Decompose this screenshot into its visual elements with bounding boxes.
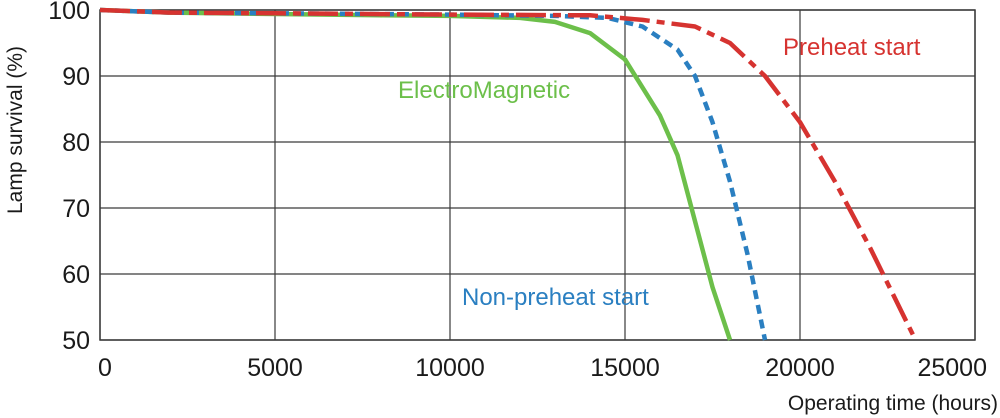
series-line-non-preheat-start bbox=[99, 7, 768, 341]
x-tick-label: 0 bbox=[98, 354, 112, 382]
series-line-electromagnetic bbox=[99, 7, 733, 341]
label-electromagnetic: ElectroMagnetic bbox=[398, 77, 570, 104]
y-tick-label: 60 bbox=[62, 261, 90, 289]
x-tick-label: 15000 bbox=[590, 354, 660, 382]
label-preheat-start: Preheat start bbox=[783, 34, 921, 61]
y-tick-label: 100 bbox=[48, 0, 90, 25]
label-non-preheat-start: Non-preheat start bbox=[462, 284, 649, 311]
grid bbox=[99, 9, 976, 341]
series-line-preheat-start bbox=[99, 7, 918, 341]
x-axis-title: Operating time (hours) bbox=[788, 392, 998, 415]
y-tick-label: 70 bbox=[62, 195, 90, 223]
x-tick-label: 10000 bbox=[415, 354, 485, 382]
axes: 0 5000 10000 15000 20000 25000 50 60 70 80 90 100 bbox=[48, 0, 987, 382]
y-axis-title: Lamp survival (%) bbox=[4, 46, 27, 214]
y-tick-label: 50 bbox=[62, 327, 90, 355]
y-tick-label: 90 bbox=[62, 63, 90, 91]
y-tick-label: 80 bbox=[62, 129, 90, 157]
x-tick-label: 25000 bbox=[917, 354, 987, 382]
series-lines bbox=[99, 7, 918, 341]
x-tick-label: 20000 bbox=[765, 354, 835, 382]
x-tick-label: 5000 bbox=[247, 354, 303, 382]
